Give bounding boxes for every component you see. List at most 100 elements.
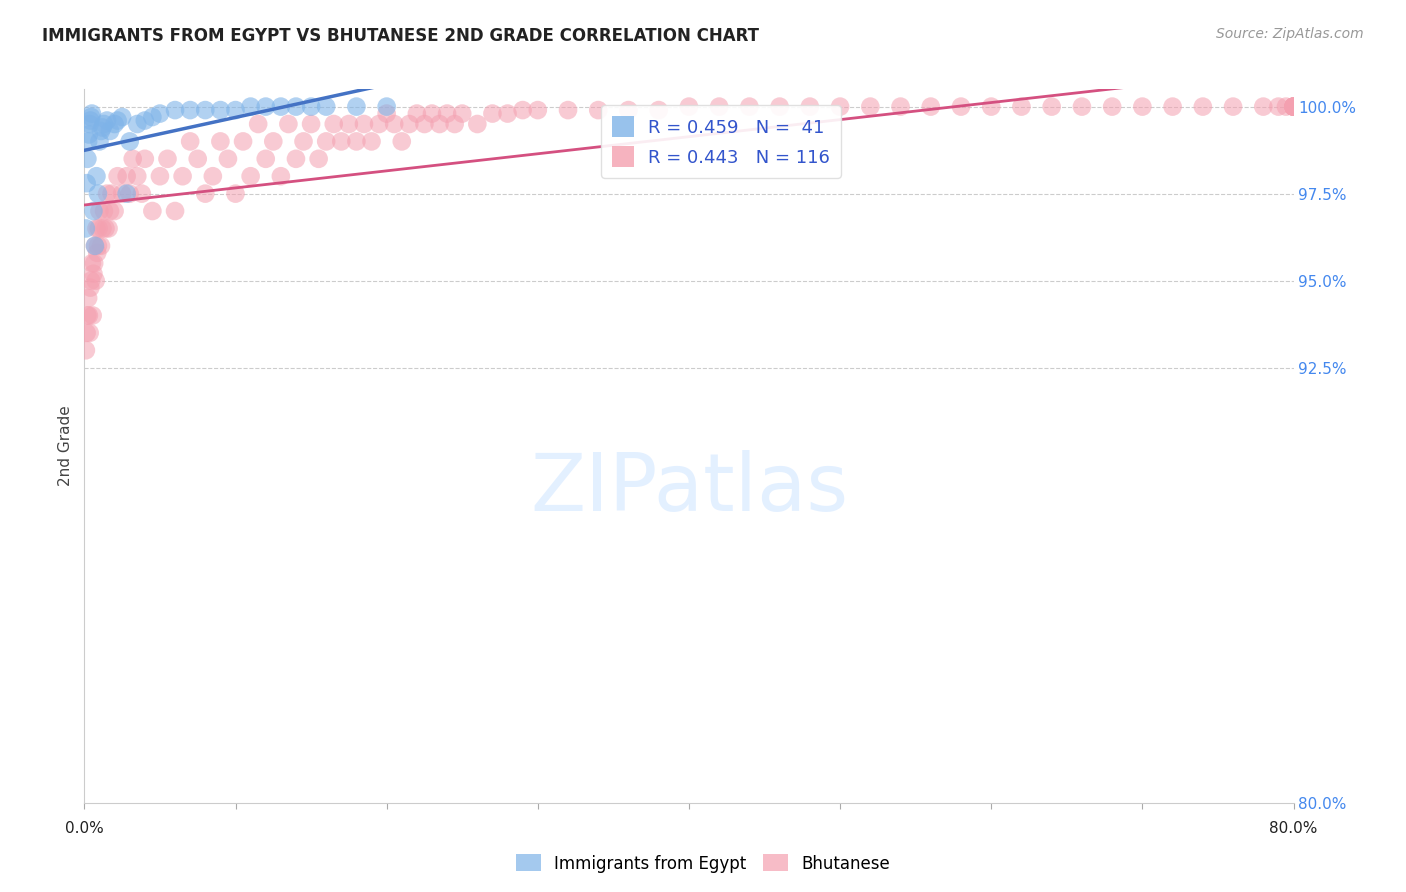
Point: [406, 106, 429, 120]
Point: [443, 117, 465, 131]
Point: [79, 326, 101, 340]
Point: [262, 135, 284, 149]
Point: [799, 100, 821, 114]
Point: [91, 120, 114, 135]
Point: [97, 221, 120, 235]
Point: [353, 117, 375, 131]
Point: [82, 309, 104, 323]
Point: [315, 100, 337, 114]
Point: [75, 343, 97, 358]
Point: [76, 326, 98, 340]
Point: [512, 103, 534, 117]
Point: [77, 309, 100, 323]
Point: [141, 110, 163, 124]
Point: [1253, 100, 1275, 114]
Point: [165, 204, 187, 219]
Point: [617, 103, 640, 117]
Point: [87, 221, 110, 235]
Point: [76, 176, 98, 190]
Point: [375, 106, 398, 120]
Point: [648, 103, 671, 117]
Point: [86, 221, 108, 235]
Point: [86, 169, 108, 184]
Point: [111, 186, 134, 201]
Point: [104, 117, 127, 131]
Point: [179, 135, 201, 149]
Point: [1282, 100, 1305, 114]
Point: [98, 124, 121, 138]
Point: [75, 221, 97, 235]
Point: [738, 100, 761, 114]
Text: 0.0%: 0.0%: [65, 821, 104, 836]
Point: [121, 152, 143, 166]
Point: [118, 186, 141, 201]
Point: [80, 256, 103, 270]
Point: [77, 291, 100, 305]
Point: [225, 186, 247, 201]
Point: [107, 169, 129, 184]
Point: [225, 103, 247, 117]
Point: [115, 186, 138, 201]
Point: [79, 280, 101, 294]
Point: [391, 135, 413, 149]
Point: [315, 135, 337, 149]
Point: [131, 186, 153, 201]
Text: IMMIGRANTS FROM EGYPT VS BHUTANESE 2ND GRADE CORRELATION CHART: IMMIGRANTS FROM EGYPT VS BHUTANESE 2ND G…: [42, 27, 759, 45]
Point: [127, 169, 149, 184]
Point: [1282, 100, 1305, 114]
Point: [77, 128, 100, 142]
Point: [285, 152, 308, 166]
Point: [98, 204, 121, 219]
Point: [201, 169, 224, 184]
Point: [86, 245, 108, 260]
Point: [769, 100, 792, 114]
Point: [1071, 100, 1094, 114]
Point: [84, 239, 107, 253]
Point: [111, 110, 134, 124]
Point: [346, 135, 368, 149]
Point: [557, 103, 579, 117]
Point: [360, 135, 382, 149]
Point: [217, 152, 239, 166]
Point: [84, 274, 107, 288]
Text: Source: ZipAtlas.com: Source: ZipAtlas.com: [1216, 27, 1364, 41]
Point: [172, 169, 194, 184]
Point: [420, 106, 443, 120]
Point: [87, 186, 110, 201]
Point: [149, 169, 172, 184]
Point: [89, 204, 111, 219]
Point: [127, 117, 149, 131]
Point: [239, 169, 262, 184]
Point: [1282, 100, 1305, 114]
Point: [1282, 100, 1305, 114]
Point: [254, 100, 277, 114]
Point: [87, 239, 110, 253]
Point: [1282, 100, 1305, 114]
Point: [91, 221, 114, 235]
Point: [134, 152, 156, 166]
Point: [94, 221, 117, 235]
Point: [194, 186, 217, 201]
Point: [382, 117, 405, 131]
Point: [467, 117, 489, 131]
Point: [187, 152, 209, 166]
Point: [107, 113, 129, 128]
Point: [82, 267, 104, 281]
Point: [413, 117, 436, 131]
Point: [527, 103, 550, 117]
Legend: Immigrants from Egypt, Bhutanese: Immigrants from Egypt, Bhutanese: [509, 847, 897, 880]
Point: [1011, 100, 1033, 114]
Point: [149, 106, 172, 120]
Point: [398, 117, 420, 131]
Point: [270, 100, 292, 114]
Point: [247, 117, 270, 131]
Point: [277, 117, 299, 131]
Point: [481, 106, 503, 120]
Point: [77, 135, 100, 149]
Point: [1275, 100, 1298, 114]
Point: [90, 239, 112, 253]
Point: [79, 113, 101, 128]
Point: [375, 100, 398, 114]
Point: [346, 100, 368, 114]
Point: [89, 135, 111, 149]
